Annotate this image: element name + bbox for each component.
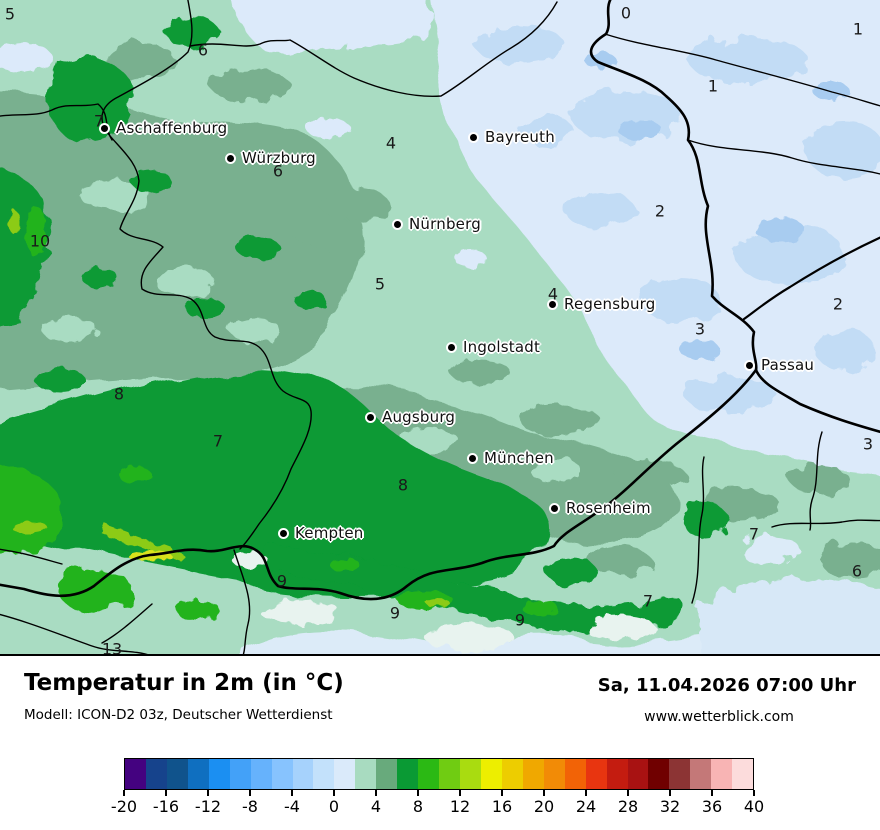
- colorbar-swatch: [418, 759, 440, 789]
- colorbar-tick-mark: [207, 790, 209, 796]
- colorbar-tick-label: 0: [328, 797, 340, 816]
- colorbar-swatch: [439, 759, 460, 789]
- page-title: Temperatur in 2m (in °C): [24, 670, 344, 696]
- colorbar-tick-mark: [711, 790, 713, 796]
- map-borders: [0, 0, 880, 656]
- colorbar-swatch: [585, 759, 607, 789]
- map-frame-line: [0, 654, 880, 656]
- colorbar-tick-label: -20: [110, 797, 138, 816]
- colorbar-tick-mark: [417, 790, 419, 796]
- colorbar-tick-label: 28: [617, 797, 639, 816]
- colorbar-swatch: [145, 759, 167, 789]
- colorbar-swatch: [187, 759, 209, 789]
- website-credit: www.wetterblick.com: [644, 709, 794, 725]
- colorbar-tick-label: -12: [194, 797, 222, 816]
- colorbar-tick-mark: [165, 790, 167, 796]
- model-caption: Modell: ICON-D2 03z, Deutscher Wetterdie…: [24, 707, 333, 723]
- colorbar-swatch: [334, 759, 356, 789]
- colorbar-tick-label: 36: [701, 797, 723, 816]
- valid-datetime: Sa, 11.04.2026 07:00 Uhr: [597, 675, 856, 696]
- colorbar-swatch: [208, 759, 230, 789]
- colorbar-swatch: [564, 759, 586, 789]
- colorbar-swatch: [711, 759, 733, 789]
- colorbar-tick-mark: [753, 790, 755, 796]
- colorbar-swatch: [125, 759, 146, 789]
- colorbar-swatch: [271, 759, 293, 789]
- colorbar-tick-scale: -20 -16 -12 -8 -4 0 4 8 12 16 20 24 28 32 36 40: [111, 790, 764, 824]
- colorbar-swatch: [166, 759, 188, 789]
- colorbar-tick-label: -16: [152, 797, 180, 816]
- temperature-colorbar: [124, 758, 754, 790]
- colorbar-swatch: [292, 759, 314, 789]
- colorbar-swatch: [627, 759, 649, 789]
- colorbar-swatch: [229, 759, 251, 789]
- colorbar-swatch: [522, 759, 544, 789]
- colorbar-tick-label: 40: [743, 797, 765, 816]
- colorbar-swatch: [250, 759, 272, 789]
- colorbar-tick-label: 16: [491, 797, 513, 816]
- map-regions: [0, 0, 880, 656]
- colorbar-tick-label: 8: [412, 797, 424, 816]
- colorbar-swatch: [376, 759, 398, 789]
- temperature-map: Aschaffenburg Würzburg Bayreuth Nürnberg Reg…: [0, 0, 880, 656]
- colorbar-tick-label: 32: [659, 797, 681, 816]
- colorbar-swatch: [606, 759, 628, 789]
- colorbar-tick-mark: [249, 790, 251, 796]
- colorbar-tick-label: 4: [370, 797, 382, 816]
- colorbar-swatch: [397, 759, 419, 789]
- colorbar-swatch: [648, 759, 670, 789]
- colorbar-swatch: [669, 759, 691, 789]
- colorbar-tick-mark: [291, 790, 293, 796]
- colorbar-swatch: [460, 759, 481, 789]
- colorbar-swatch: [480, 759, 502, 789]
- colorbar-tick-mark: [543, 790, 545, 796]
- colorbar-tick-mark: [501, 790, 503, 796]
- colorbar-tick-label: 24: [575, 797, 597, 816]
- colorbar-tick-mark: [627, 790, 629, 796]
- colorbar-swatch: [690, 759, 712, 789]
- colorbar-swatch: [501, 759, 523, 789]
- colorbar-tick-mark: [123, 790, 125, 796]
- colorbar-tick-mark: [333, 790, 335, 796]
- colorbar-swatch: [355, 759, 377, 789]
- colorbar-tick-label: 20: [533, 797, 555, 816]
- colorbar-swatch: [732, 759, 754, 789]
- colorbar-tick-mark: [375, 790, 377, 796]
- colorbar-tick-mark: [669, 790, 671, 796]
- colorbar-swatch: [543, 759, 565, 789]
- colorbar-tick-mark: [585, 790, 587, 796]
- colorbar-tick-label: -4: [284, 797, 300, 816]
- colorbar-swatch: [313, 759, 335, 789]
- colorbar-tick-mark: [459, 790, 461, 796]
- map-artwork: [0, 0, 880, 656]
- colorbar-tick-label: -8: [242, 797, 258, 816]
- colorbar-tick-label: 12: [449, 797, 471, 816]
